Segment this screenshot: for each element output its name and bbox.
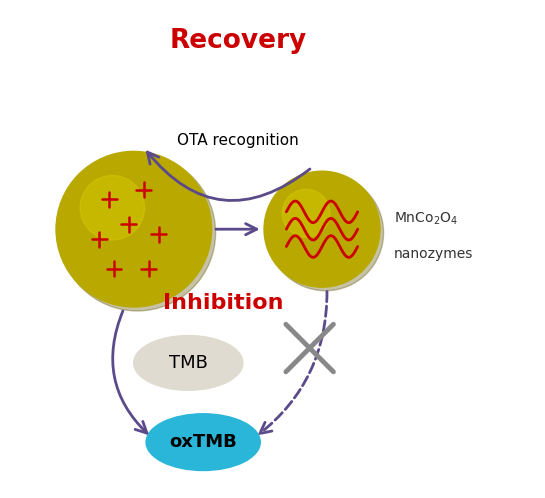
Circle shape <box>265 172 379 286</box>
Circle shape <box>80 175 144 240</box>
Text: OTA recognition: OTA recognition <box>177 132 299 147</box>
Text: Recovery: Recovery <box>169 28 306 54</box>
Text: Inhibition: Inhibition <box>163 293 283 313</box>
Circle shape <box>282 189 330 237</box>
Text: MnCo$_2$O$_4$: MnCo$_2$O$_4$ <box>394 211 458 228</box>
Text: TMB: TMB <box>169 354 208 372</box>
Ellipse shape <box>146 414 260 471</box>
Ellipse shape <box>134 336 243 390</box>
Circle shape <box>59 154 216 311</box>
Circle shape <box>57 152 210 306</box>
Text: nanozymes: nanozymes <box>394 247 473 261</box>
Text: oxTMB: oxTMB <box>169 433 237 451</box>
Circle shape <box>268 175 384 291</box>
